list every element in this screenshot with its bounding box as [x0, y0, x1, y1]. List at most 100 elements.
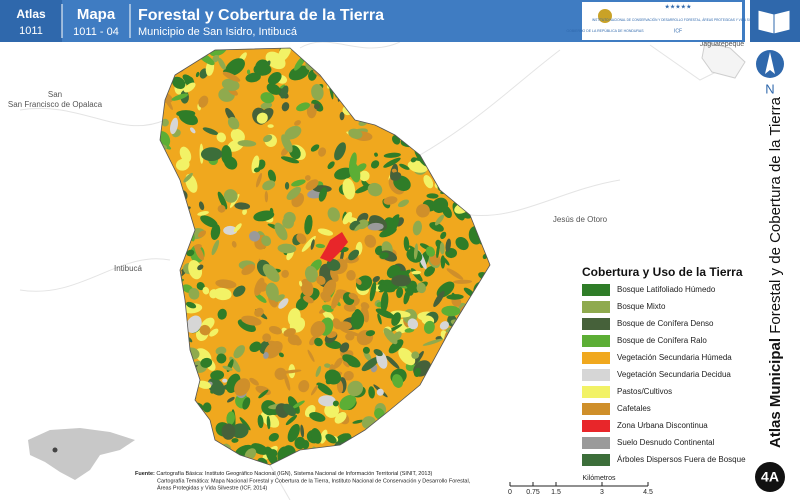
cover-patch — [269, 449, 278, 457]
cover-patch — [196, 380, 212, 389]
cover-patch — [383, 328, 398, 345]
cover-patch — [268, 432, 279, 442]
cover-patch — [287, 308, 301, 327]
cover-patch — [237, 140, 257, 147]
cover-patch — [283, 403, 296, 417]
cover-patch — [321, 304, 334, 313]
cover-patch — [333, 357, 343, 369]
cover-patch — [327, 207, 340, 222]
cover-patch — [198, 95, 209, 108]
cover-patch — [223, 189, 238, 203]
cover-patch — [265, 446, 279, 465]
cover-patch — [304, 265, 318, 283]
cover-patch — [342, 178, 356, 200]
cover-patch — [223, 225, 238, 235]
cover-patch — [160, 131, 171, 148]
cover-patch — [285, 415, 298, 426]
cover-patch — [348, 292, 359, 300]
cover-patch — [314, 103, 320, 110]
cover-patch — [278, 298, 289, 309]
cover-patch — [231, 438, 239, 443]
cover-patch — [280, 85, 289, 99]
cover-patch — [227, 396, 235, 403]
cover-patch — [231, 423, 249, 439]
legend-label: Vegetación Secundaria Húmeda — [617, 353, 732, 362]
cover-patch — [211, 239, 220, 256]
cover-patch — [339, 394, 357, 411]
cover-patch — [300, 424, 305, 438]
cover-patch — [194, 244, 202, 250]
cover-patch — [262, 333, 272, 342]
cover-patch — [342, 361, 350, 368]
cover-patch — [281, 102, 290, 112]
side-title-rest: Forestal y de Cobertura de la Tierra — [767, 96, 784, 333]
cover-patch — [348, 128, 363, 139]
cover-patch — [221, 423, 236, 440]
cover-patch — [315, 243, 326, 249]
cover-patch — [222, 378, 228, 383]
place-label: Jesús de Otoro — [553, 215, 608, 224]
side-title-bold: Atlas Municipal — [767, 338, 784, 448]
cover-patch — [186, 249, 195, 257]
cover-patch — [433, 290, 445, 308]
cover-patch — [362, 346, 370, 354]
legend-label: Bosque Mixto — [617, 302, 666, 311]
cover-patch — [278, 48, 292, 62]
cover-patch — [213, 287, 232, 301]
cover-patch — [216, 132, 227, 143]
cover-patch — [287, 334, 301, 346]
cover-patch — [373, 348, 383, 357]
cover-patch — [280, 156, 300, 164]
cover-patch — [304, 175, 311, 181]
scale-tick-label: 3 — [600, 489, 604, 496]
cover-patch — [396, 287, 404, 299]
cover-patch — [246, 69, 251, 75]
cover-patch — [426, 193, 439, 199]
place-label: San Francisco de Opalaca — [8, 100, 103, 109]
place-label: Intibucá — [114, 264, 143, 273]
place-label: Jaguatepeque — [700, 41, 744, 48]
institute-label: INSTITUTO NACIONAL DE CONSERVACIÓN Y DES… — [592, 17, 764, 22]
cover-patch — [216, 353, 227, 364]
cover-patch — [200, 215, 218, 228]
cover-patch — [352, 419, 364, 424]
legend-swatch — [582, 301, 610, 313]
cover-patch — [398, 347, 416, 366]
cover-patch — [291, 179, 306, 187]
map-code: 1011 - 04 — [73, 26, 119, 38]
badge-circle — [755, 462, 785, 492]
cover-patch — [217, 308, 227, 320]
cover-patch — [197, 211, 209, 216]
legend-swatch — [582, 369, 610, 381]
cover-patch — [288, 65, 310, 81]
cover-patch — [412, 220, 423, 236]
cover-patch — [343, 303, 356, 312]
cover-patch — [292, 400, 305, 409]
inset-country — [28, 428, 135, 480]
cover-patch — [376, 388, 384, 396]
cover-patch — [274, 294, 285, 302]
cover-patch — [354, 221, 366, 232]
cover-patch — [212, 54, 220, 63]
cover-patch — [383, 152, 401, 158]
cover-patch — [374, 152, 378, 157]
cover-patch — [369, 281, 377, 302]
sources-label: Fuente: — [135, 471, 155, 477]
cover-patch — [359, 170, 370, 182]
cover-patch — [161, 118, 169, 127]
cover-patch — [390, 171, 402, 181]
cover-patch — [347, 380, 363, 397]
cover-patch — [224, 156, 238, 170]
cover-patch — [445, 238, 451, 253]
cover-patch — [241, 315, 262, 326]
cover-patch — [410, 157, 417, 163]
cover-patch — [390, 215, 400, 234]
cover-patch — [394, 277, 404, 282]
cover-patch — [440, 231, 447, 240]
cover-patch — [316, 275, 326, 285]
cover-patch — [202, 127, 219, 135]
cover-patch — [179, 146, 192, 163]
cover-patch — [299, 280, 303, 287]
scale-tick-label: 0 — [508, 489, 512, 496]
cover-patch — [413, 367, 422, 377]
